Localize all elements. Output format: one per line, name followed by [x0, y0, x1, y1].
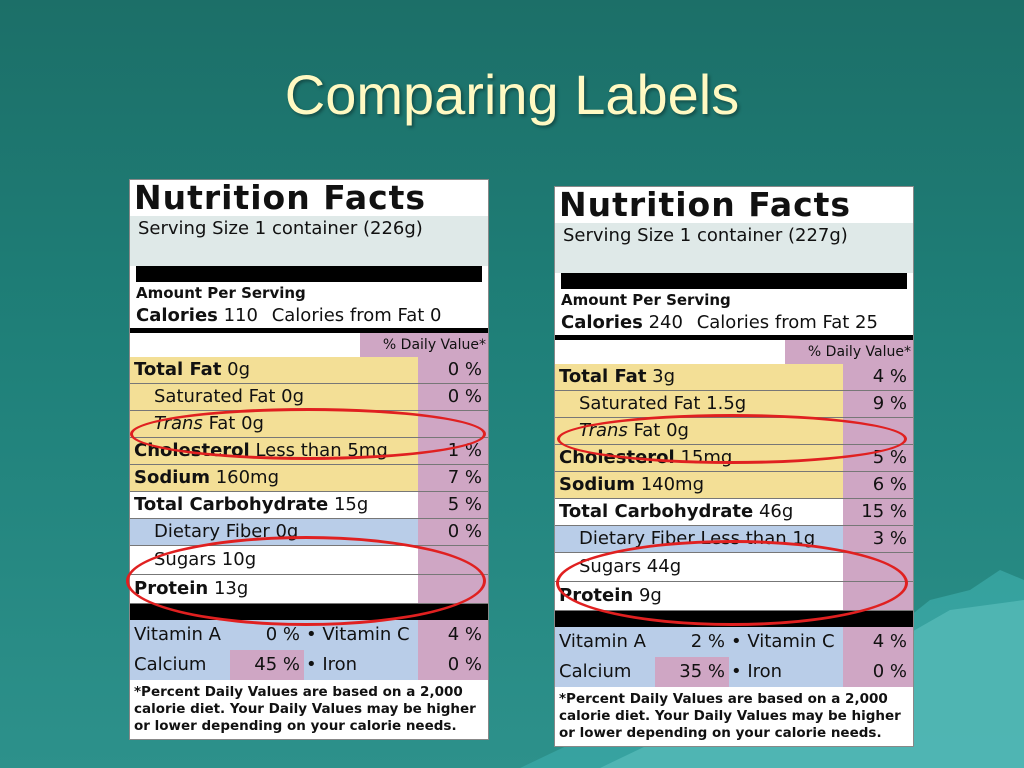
calories-value: 240	[648, 312, 683, 333]
daily-value-title: % Daily Value*	[360, 333, 488, 357]
sodium-pct: 6 %	[843, 472, 913, 498]
nutrition-label-right: Nutrition Facts Serving Size 1 container…	[554, 186, 914, 747]
daily-value-header: % Daily Value*	[130, 333, 488, 357]
vitamin-c-label: • Vitamin C	[731, 631, 835, 652]
total-fat-label: Total Fat	[559, 366, 647, 387]
calcium-label: Calcium	[559, 661, 632, 682]
total-carb-label: Total Carbohydrate	[559, 501, 754, 522]
highlight-ellipse-sugars-protein-left	[126, 536, 486, 626]
mineral-row: Calcium 45 % • Iron 0 %	[130, 650, 488, 680]
slide-title: Comparing Labels	[284, 63, 740, 126]
sodium-value: 140mg	[640, 474, 705, 495]
calories-from-fat: Calories from Fat 25	[696, 312, 878, 333]
vitamin-a-pct: 0 %	[230, 620, 304, 650]
total-fat-row: Total Fat 3g 4 %	[555, 364, 913, 391]
saturated-fat-row: Saturated Fat 0g 0 %	[130, 384, 488, 411]
vitamin-a-pct: 2 %	[655, 627, 729, 657]
highlight-ellipse-trans-fat-left	[130, 408, 486, 460]
vitamin-a-label: Vitamin A	[559, 631, 646, 652]
sodium-row: Sodium 140mg 6 %	[555, 472, 913, 499]
daily-value-title: % Daily Value*	[785, 340, 913, 364]
iron-pct: 0 %	[418, 650, 488, 680]
saturated-fat-pct: 0 %	[418, 384, 488, 410]
saturated-fat-pct: 9 %	[843, 391, 913, 417]
amount-per-serving: Amount Per Serving	[136, 284, 306, 302]
amount-per-serving: Amount Per Serving	[561, 291, 731, 309]
saturated-fat-label: Saturated Fat 1.5g	[555, 391, 843, 417]
footnote: *Percent Daily Values are based on a 2,0…	[130, 680, 488, 739]
vitamin-a-label: Vitamin A	[134, 624, 221, 645]
calories-label: Calories	[561, 312, 643, 333]
calcium-pct: 45 %	[230, 650, 304, 680]
total-fat-value: 3g	[652, 366, 676, 387]
vitamin-c-pct: 4 %	[843, 627, 913, 657]
total-carb-value: 46g	[758, 501, 794, 522]
iron-pct: 0 %	[843, 657, 913, 687]
label-header: Nutrition Facts	[134, 178, 427, 217]
highlight-ellipse-sugars-protein-right	[556, 540, 908, 626]
vitamin-c-pct: 4 %	[418, 620, 488, 650]
total-carb-value: 15g	[333, 494, 369, 515]
serving-size: Serving Size 1 container (226g)	[130, 216, 488, 266]
sodium-value: 160mg	[215, 467, 280, 488]
saturated-fat-label: Saturated Fat 0g	[130, 384, 418, 410]
total-fat-row: Total Fat 0g 0 %	[130, 357, 488, 384]
iron-label: • Iron	[731, 661, 783, 682]
iron-label: • Iron	[306, 654, 358, 675]
calories-label: Calories	[136, 305, 218, 326]
total-fat-label: Total Fat	[134, 359, 222, 380]
footnote: *Percent Daily Values are based on a 2,0…	[555, 687, 913, 746]
total-carb-pct: 15 %	[843, 499, 913, 525]
fiber-pct: 3 %	[843, 526, 913, 552]
total-carb-row: Total Carbohydrate 15g 5 %	[130, 492, 488, 519]
saturated-fat-row: Saturated Fat 1.5g 9 %	[555, 391, 913, 418]
total-carb-row: Total Carbohydrate 46g 15 %	[555, 499, 913, 526]
vitamin-c-label: • Vitamin C	[306, 624, 410, 645]
total-fat-value: 0g	[227, 359, 251, 380]
calcium-label: Calcium	[134, 654, 207, 675]
divider-bar	[136, 266, 482, 282]
sodium-row: Sodium 160mg 7 %	[130, 465, 488, 492]
calories-row: Calories 240 Calories from Fat 25	[555, 311, 913, 340]
fiber-pct: 0 %	[418, 519, 488, 545]
daily-value-header: % Daily Value*	[555, 340, 913, 364]
sodium-label: Sodium	[134, 467, 210, 488]
calcium-pct: 35 %	[655, 657, 729, 687]
calories-value: 110	[223, 305, 258, 326]
total-carb-label: Total Carbohydrate	[134, 494, 329, 515]
total-fat-pct: 0 %	[418, 357, 488, 383]
total-carb-pct: 5 %	[418, 492, 488, 518]
calories-from-fat: Calories from Fat 0	[271, 305, 442, 326]
divider-bar	[561, 273, 907, 289]
vitamin-row: Vitamin A 2 % • Vitamin C 4 %	[555, 627, 913, 657]
vitamin-row: Vitamin A 0 % • Vitamin C 4 %	[130, 620, 488, 650]
mineral-row: Calcium 35 % • Iron 0 %	[555, 657, 913, 687]
calories-row: Calories 110 Calories from Fat 0	[130, 304, 488, 333]
sodium-label: Sodium	[559, 474, 635, 495]
total-fat-pct: 4 %	[843, 364, 913, 390]
serving-size: Serving Size 1 container (227g)	[555, 223, 913, 273]
sodium-pct: 7 %	[418, 465, 488, 491]
highlight-ellipse-trans-fat-right	[557, 414, 907, 464]
label-header: Nutrition Facts	[559, 185, 852, 224]
